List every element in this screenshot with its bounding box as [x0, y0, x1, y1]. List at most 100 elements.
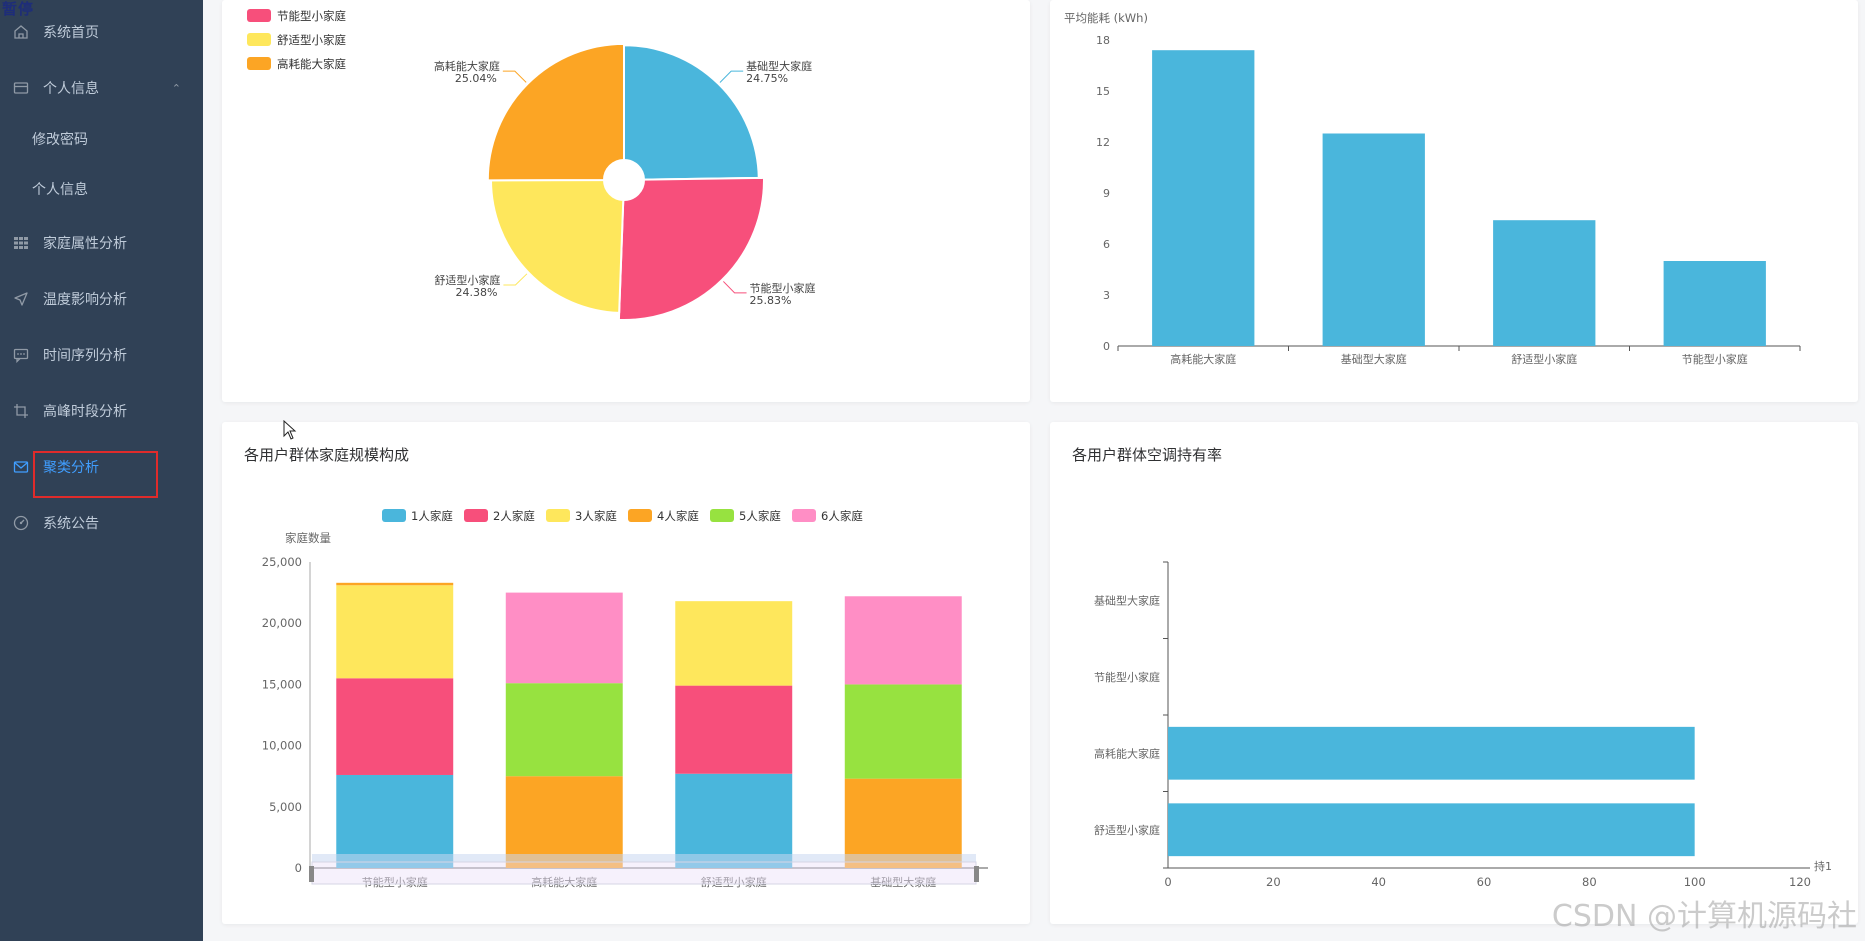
- datazoom-window[interactable]: [311, 861, 977, 885]
- y-tick-label: 18: [1096, 34, 1110, 47]
- stacked-bar-segment[interactable]: [844, 684, 962, 779]
- slice-label-percent: 25.04%: [455, 72, 497, 85]
- pie-slice[interactable]: [617, 176, 765, 321]
- pause-label[interactable]: 暂停: [2, 0, 35, 18]
- bar[interactable]: [1168, 803, 1695, 857]
- legend-label[interactable]: 舒适型小家庭: [277, 33, 346, 47]
- energy-bar-chart[interactable]: 平均能耗 (kWh) 0 3 6 9 12 15 18 高耗能大家庭 基础型大家庭 舒适型小家庭 节能…: [1050, 0, 1858, 402]
- sidebar-item-announcement[interactable]: 系统公告: [0, 501, 203, 545]
- datazoom-right-handle[interactable]: [974, 866, 979, 882]
- y-tick-label: 3: [1103, 289, 1110, 302]
- slice-label-name: 高耗能大家庭: [434, 59, 500, 73]
- x-tick-label: 节能型小家庭: [362, 875, 428, 889]
- bar[interactable]: [1493, 220, 1596, 346]
- stacked-bar-segment[interactable]: [675, 685, 793, 774]
- legend-swatch[interactable]: [247, 9, 271, 22]
- stacked-bar-segment[interactable]: [505, 776, 623, 868]
- legend-label[interactable]: 2人家庭: [493, 509, 535, 523]
- x-tick-label: 120: [1789, 875, 1811, 889]
- x-tick-label: 0: [1164, 875, 1171, 889]
- stacked-bar-segment[interactable]: [336, 582, 454, 586]
- pie-chart-card: 节能型小家庭 舒适型小家庭 高耗能大家庭 基础型大家庭 24.75% 节能型小家庭 25.8…: [222, 0, 1030, 402]
- stacked-bar-segment[interactable]: [675, 773, 793, 868]
- legend-swatch[interactable]: [247, 33, 271, 46]
- label-leader-line: [723, 281, 747, 294]
- x-tick-label: 100: [1684, 875, 1706, 889]
- legend-label[interactable]: 节能型小家庭: [277, 9, 346, 23]
- legend-swatch[interactable]: [792, 509, 816, 522]
- x-tick-label: 基础型大家庭: [870, 875, 936, 889]
- sidebar-item-label: 修改密码: [32, 132, 88, 148]
- bar[interactable]: [1168, 726, 1695, 780]
- legend-label[interactable]: 1人家庭: [411, 509, 453, 523]
- x-axis-label: 持1: [1814, 859, 1832, 873]
- y-tick-label: 25,000: [262, 555, 302, 569]
- stacked-bar-segment[interactable]: [844, 778, 962, 868]
- stacked-bar-segment[interactable]: [844, 596, 962, 685]
- legend-label[interactable]: 6人家庭: [821, 509, 863, 523]
- y-tick-label: 高耗能大家庭: [1094, 746, 1160, 760]
- bar[interactable]: [1152, 50, 1255, 346]
- sidebar-item-cluster-analysis[interactable]: 聚类分析: [0, 445, 203, 489]
- legend-swatch[interactable]: [710, 509, 734, 522]
- sidebar-item-change-password[interactable]: 修改密码: [0, 117, 203, 161]
- slice-label-percent: 25.83%: [750, 294, 792, 307]
- legend-swatch[interactable]: [546, 509, 570, 522]
- sidebar-item-peak-analysis[interactable]: 高峰时段分析: [0, 389, 203, 433]
- sidebar-item-timeseries-analysis[interactable]: 时间序列分析: [0, 333, 203, 377]
- stacked-bar-segment[interactable]: [336, 678, 454, 775]
- mail-icon: [13, 459, 29, 475]
- x-tick-label: 60: [1477, 875, 1492, 889]
- stacked-bar-segment[interactable]: [505, 683, 623, 777]
- label-leader-line: [502, 70, 527, 83]
- pie-slice[interactable]: [623, 44, 760, 181]
- sidebar-item-label: 家庭属性分析: [43, 236, 127, 252]
- y-tick-label: 节能型小家庭: [1094, 670, 1160, 684]
- legend-label[interactable]: 5人家庭: [739, 509, 781, 523]
- gauge-icon: [13, 515, 29, 531]
- sidebar-item-household-analysis[interactable]: 家庭属性分析: [0, 221, 203, 265]
- y-tick-label: 0: [295, 861, 302, 875]
- y-axis-label: 平均能耗 (kWh): [1064, 11, 1148, 25]
- legend-label[interactable]: 3人家庭: [575, 509, 617, 523]
- legend-label[interactable]: 高耗能大家庭: [277, 57, 346, 71]
- x-tick-label: 40: [1371, 875, 1386, 889]
- mouse-cursor-icon: [283, 420, 297, 440]
- legend-swatch[interactable]: [464, 509, 488, 522]
- ac-ownership-title: 各用户群体空调持有率: [1072, 446, 1223, 464]
- y-tick-label: 15: [1096, 85, 1110, 98]
- send-icon: [13, 291, 29, 307]
- y-tick-label: 基础型大家庭: [1094, 593, 1160, 607]
- legend-label[interactable]: 4人家庭: [657, 509, 699, 523]
- stacked-bar-segment[interactable]: [505, 592, 623, 684]
- sidebar-item-label: 聚类分析: [43, 460, 99, 476]
- bar[interactable]: [1322, 133, 1425, 347]
- sidebar-item-temperature-analysis[interactable]: 温度影响分析: [0, 277, 203, 321]
- sidebar-item-home[interactable]: 系统首页: [0, 10, 203, 54]
- energy-bar-card: 平均能耗 (kWh) 0 3 6 9 12 15 18 高耗能大家庭 基础型大家庭 舒适型小家庭 节能…: [1050, 0, 1858, 402]
- legend-swatch[interactable]: [382, 509, 406, 522]
- legend-swatch[interactable]: [628, 509, 652, 522]
- stacked-bar-segment[interactable]: [336, 774, 454, 868]
- pie-slice[interactable]: [486, 42, 625, 182]
- sidebar-item-personal-info[interactable]: 个人信息 ⌃: [0, 66, 203, 110]
- household-size-card: 各用户群体家庭规模构成 1人家庭 2人家庭 3人家庭 4人家庭 5人家庭 6人家庭 家庭数量…: [222, 422, 1030, 924]
- sidebar-item-personal-info-sub[interactable]: 个人信息: [0, 167, 203, 211]
- y-tick-label: 9: [1103, 187, 1110, 200]
- datazoom-left-handle[interactable]: [309, 866, 314, 882]
- sidebar-item-label: 个人信息: [32, 182, 88, 198]
- pie-slice[interactable]: [490, 179, 625, 314]
- y-tick-label: 5,000: [269, 800, 302, 814]
- sidebar-item-label: 时间序列分析: [43, 348, 127, 364]
- stacked-bar-segment[interactable]: [336, 585, 454, 679]
- bar[interactable]: [1663, 261, 1766, 346]
- grid-icon: [13, 235, 29, 251]
- slice-label-name: 基础型大家庭: [746, 59, 812, 73]
- legend-swatch[interactable]: [247, 57, 271, 70]
- datazoom-track[interactable]: [312, 854, 976, 862]
- x-tick-label: 20: [1266, 875, 1281, 889]
- stacked-bar-segment[interactable]: [675, 601, 793, 686]
